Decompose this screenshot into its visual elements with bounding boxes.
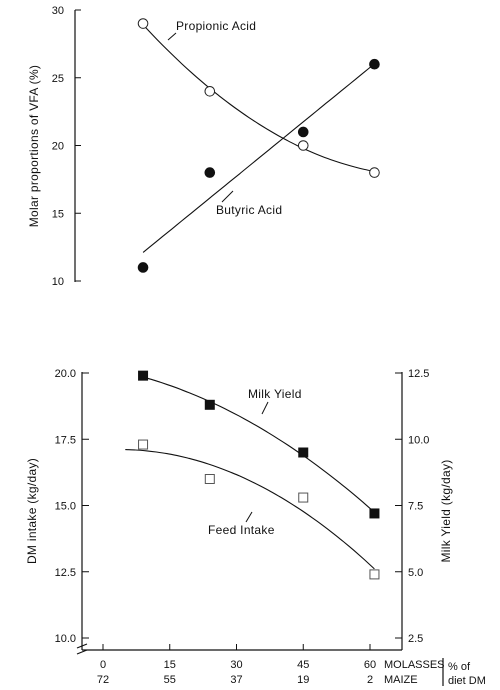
x-tick-label-molasses: 45 — [297, 659, 309, 671]
vfa-y-ticks: 10 15 20 25 30 — [52, 5, 81, 288]
milk-yield-tick-label: 12.5 — [408, 368, 429, 380]
x-tick-label-molasses: 0 — [100, 659, 106, 671]
butyric-acid-fit-line — [142, 63, 375, 253]
butyric-acid-label: Butyric Acid — [216, 203, 282, 217]
dm-intake-ticks: 10.0 12.5 15.0 17.5 20.0 — [55, 368, 89, 645]
vfa-series: Propionic Acid Butyric Acid — [137, 18, 380, 273]
milk-yield-leader — [261, 401, 269, 415]
x-tick-label-maize: 55 — [164, 674, 176, 686]
propionic-acid-point — [297, 140, 309, 151]
milk-yield-point — [204, 399, 215, 410]
feed-intake-point — [204, 474, 215, 484]
x-tick-label-maize: 2 — [367, 674, 373, 686]
feed-intake-point — [138, 439, 149, 450]
x-row-label-maize: MAIZE — [384, 674, 418, 686]
dm-intake-axis-label: DM intake (kg/day) — [25, 458, 39, 564]
milk-yield-tick-label: 7.5 — [408, 501, 423, 513]
propionic-acid-point — [137, 18, 149, 29]
milk-yield-axis-label: Milk Yield (kg/day) — [439, 459, 453, 562]
vfa-y-tick-label: 20 — [52, 141, 64, 153]
milk-yield-point — [369, 508, 380, 519]
feed-intake-point — [369, 569, 380, 580]
milk-yield-tick-label: 2.5 — [408, 633, 423, 645]
dm-intake-tick-label: 10.0 — [55, 633, 76, 645]
intake-yield-series: Milk Yield Feed Intake — [125, 370, 380, 580]
milk-yield-ticks: 2.5 5.0 7.5 10.0 12.5 — [395, 368, 429, 645]
dm-intake-tick-label: 20.0 — [55, 368, 76, 380]
feed-intake-fit-line — [125, 449, 375, 570]
x-tick-label-maize: 37 — [230, 674, 242, 686]
butyric-acid-leader — [221, 190, 234, 203]
x-tick-label-maize: 19 — [297, 674, 309, 686]
vfa-y-tick-label: 30 — [52, 5, 64, 17]
butyric-acid-point — [369, 58, 380, 70]
butyric-acid-point — [204, 167, 216, 178]
vfa-y-tick-label: 15 — [52, 208, 64, 220]
dm-intake-tick-label: 12.5 — [55, 567, 76, 579]
vfa-y-tick-label: 10 — [52, 276, 64, 288]
x-unit-label-line2: diet DM — [448, 675, 486, 687]
x-ticks: 0 72 15 55 30 37 45 19 60 2 — [97, 644, 376, 686]
x-tick-label-molasses: 30 — [230, 659, 242, 671]
propionic-acid-point — [369, 167, 380, 178]
butyric-acid-point — [137, 262, 149, 273]
vfa-y-axis-label: Molar proportions of VFA (%) — [27, 65, 41, 227]
x-unit-label-line1: % of — [448, 661, 471, 673]
milk-yield-label: Milk Yield — [248, 387, 302, 401]
intake-yield-chart: 10.0 12.5 15.0 17.5 20.0 2.5 5.0 7.5 10.0 12.5 0… — [25, 368, 486, 687]
butyric-acid-point — [297, 126, 309, 138]
x-tick-label-molasses: 60 — [364, 659, 376, 671]
feed-intake-label: Feed Intake — [208, 523, 275, 537]
feed-intake-leader — [245, 511, 253, 523]
dm-intake-tick-label: 15.0 — [55, 501, 76, 513]
milk-yield-fit-line — [142, 376, 375, 513]
propionic-acid-label: Propionic Acid — [176, 19, 256, 33]
milk-yield-tick-label: 10.0 — [408, 434, 429, 446]
vfa-y-tick-label: 25 — [52, 73, 64, 85]
x-tick-label-molasses: 15 — [164, 659, 176, 671]
x-row-label-molasses: MOLASSES — [384, 659, 445, 671]
milk-yield-tick-label: 5.0 — [408, 567, 423, 579]
feed-intake-point — [298, 492, 309, 503]
dm-intake-tick-label: 17.5 — [55, 434, 76, 446]
propionic-acid-point — [204, 86, 216, 97]
milk-yield-point — [298, 447, 309, 458]
x-tick-label-maize: 72 — [97, 674, 109, 686]
milk-yield-point — [138, 370, 149, 381]
propionic-acid-fit-line — [142, 24, 375, 173]
propionic-acid-leader — [167, 32, 177, 41]
axis-break-mark — [76, 643, 88, 655]
